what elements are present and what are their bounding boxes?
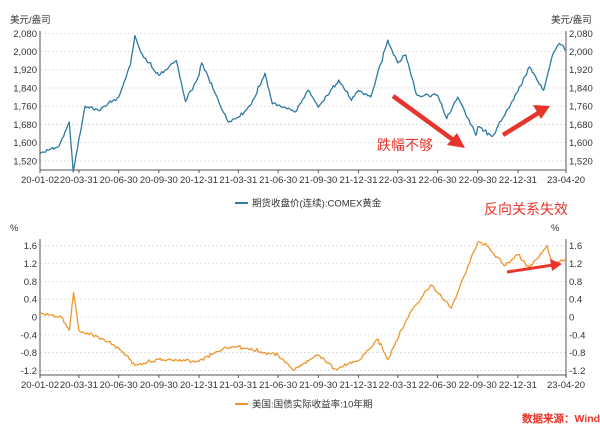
x-tick-label: 20-01-02 xyxy=(21,380,59,391)
y-tick-label-left: 1,680 xyxy=(13,120,37,131)
y-tick-label-left: 2,080 xyxy=(13,29,37,40)
annotation-insufficient-drop: 跌幅不够 xyxy=(377,137,433,153)
y-tick-label-right: 1.6 xyxy=(569,241,582,252)
y-tick-label-left: 2,000 xyxy=(13,47,37,58)
x-tick-label: 22-03-31 xyxy=(379,175,417,186)
x-tick-label: 20-03-31 xyxy=(60,380,98,391)
x-tick-label: 22-12-31 xyxy=(499,380,537,391)
x-tick-label: 20-09-30 xyxy=(140,380,178,391)
y-tick-label-left: -0.4 xyxy=(21,330,37,341)
x-tick-label: 21-03-31 xyxy=(219,175,257,186)
y-tick-label-left: 0.4 xyxy=(24,295,37,306)
y-tick-label-right: 0 xyxy=(569,313,574,324)
y-tick-label-right: 1,680 xyxy=(569,120,593,131)
up-arrow-line xyxy=(501,110,542,137)
x-tick-label: 22-03-31 xyxy=(379,380,417,391)
y-unit-right: % xyxy=(551,223,560,234)
x-tick-label: 20-03-31 xyxy=(60,175,98,186)
x-tick-label: 20-06-30 xyxy=(100,380,138,391)
y-tick-label-left: 1,840 xyxy=(13,83,37,94)
x-tick-label: 21-09-30 xyxy=(299,380,337,391)
down-arrow-line xyxy=(391,94,458,144)
x-tick-label: 20-12-31 xyxy=(180,175,218,186)
x-tick-label: 22-06-30 xyxy=(419,380,457,391)
y-tick-label-left: 1,920 xyxy=(13,65,37,76)
x-tick-label: 21-06-30 xyxy=(259,175,297,186)
y-tick-label-left: 1,760 xyxy=(13,102,37,113)
legend-label: 美国:国债实际收益率:10年期 xyxy=(252,399,372,411)
y-tick-label-right: 2,080 xyxy=(569,29,593,40)
y-tick-label-left: -0.8 xyxy=(21,348,37,359)
x-tick-label: 21-12-31 xyxy=(339,380,377,391)
y-tick-label-left: 1,600 xyxy=(13,138,37,149)
x-tick-label: 20-09-30 xyxy=(140,175,178,186)
x-tick-label: 20-01-02 xyxy=(21,175,59,186)
up-arrow-head xyxy=(533,105,550,119)
y-tick-label-right: 1,920 xyxy=(569,65,593,76)
annotation-arrow-bottom xyxy=(506,259,562,274)
y-unit-left: 美元/盎司 xyxy=(10,14,51,26)
y-tick-label-left: 1,520 xyxy=(13,156,37,167)
legend-label: 期货收盘价(连续):COMEX黄金 xyxy=(252,198,382,210)
right-arrow-line xyxy=(506,263,554,274)
x-tick-label: 23-04-20 xyxy=(547,175,585,186)
x-tick-label: 20-12-31 xyxy=(180,380,218,391)
gold-price-chart: 1,520 1,520 1,600 1,600 1,680 1,680 1,760 1,760… xyxy=(10,14,593,210)
y-tick-label-left: 0 xyxy=(32,313,37,324)
y-tick-label-left: 0.8 xyxy=(24,277,37,288)
x-tick-label: 22-06-30 xyxy=(419,175,457,186)
x-tick-label: 22-12-31 xyxy=(499,175,537,186)
real-yield-chart: -1.2 -1.2 -0.8 -0.8 -0.4 -0.4 0 0 0.4 0.4 0.8 0.8 1.… xyxy=(10,223,585,411)
down-arrow-head xyxy=(447,133,465,148)
y-unit-left: % xyxy=(10,223,19,234)
annotation-relation-failure: 反向关系失效 xyxy=(484,201,568,217)
x-tick-label: 21-09-30 xyxy=(299,175,337,186)
y-tick-label-left: 1.2 xyxy=(24,259,37,270)
series-line xyxy=(39,34,567,173)
annotation-arrows-top xyxy=(391,94,550,148)
y-tick-label-right: -1.2 xyxy=(569,366,585,377)
x-tick-label: 23-04-20 xyxy=(547,380,585,391)
x-tick-label: 20-06-30 xyxy=(100,175,138,186)
y-tick-label-right: 0.8 xyxy=(569,277,582,288)
y-tick-label-left: 1.6 xyxy=(24,241,37,252)
y-tick-label-left: -1.2 xyxy=(21,366,37,377)
y-tick-label-right: 1,600 xyxy=(569,138,593,149)
series-line xyxy=(39,241,567,371)
x-tick-label: 21-03-31 xyxy=(219,380,257,391)
x-tick-label: 21-12-31 xyxy=(339,175,377,186)
y-tick-label-right: 0.4 xyxy=(569,295,582,306)
y-tick-label-right: 1,840 xyxy=(569,83,593,94)
y-tick-label-right: 1,760 xyxy=(569,102,593,113)
y-tick-label-right: 1.2 xyxy=(569,259,582,270)
x-tick-label: 22-09-30 xyxy=(459,380,497,391)
y-unit-right: 美元/盎司 xyxy=(551,14,592,26)
y-tick-label-right: 1,520 xyxy=(569,156,593,167)
x-tick-label: 22-09-30 xyxy=(459,175,497,186)
source-note: 数据来源：Wind xyxy=(521,412,600,425)
x-tick-label: 21-06-30 xyxy=(259,380,297,391)
y-tick-label-right: -0.4 xyxy=(569,330,585,341)
right-arrow-head xyxy=(550,259,562,271)
y-tick-label-right: 2,000 xyxy=(569,47,593,58)
y-tick-label-right: -0.8 xyxy=(569,348,585,359)
